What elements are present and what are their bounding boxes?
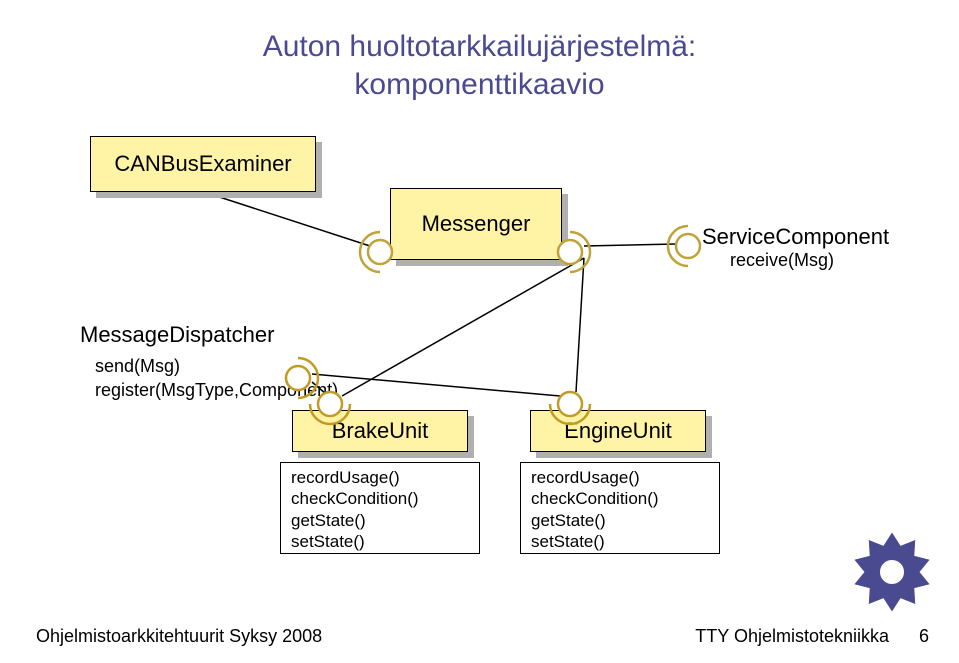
- engineunit-op: recordUsage(): [531, 467, 709, 488]
- engineunit-op: checkCondition(): [531, 488, 709, 509]
- servicecomponent-ops: receive(Msg): [730, 250, 834, 271]
- title-line1: Auton huoltotarkkailujärjestelmä:: [263, 30, 697, 63]
- brakeunit-component: BrakeUnit: [292, 410, 468, 452]
- messagedispatcher-op: register(MsgType,Component): [95, 378, 338, 402]
- brakeunit-op: getState(): [291, 510, 469, 531]
- servicecomponent-label: ServiceComponent: [702, 224, 889, 250]
- brakeunit-ops-box: recordUsage()checkCondition()getState()s…: [280, 462, 480, 554]
- brakeunit-op: setState(): [291, 531, 469, 552]
- brakeunit-op: checkCondition(): [291, 488, 469, 509]
- messagedispatcher-label: MessageDispatcher: [80, 322, 274, 348]
- engineunit-component: EngineUnit: [530, 410, 706, 452]
- engineunit-op: getState(): [531, 510, 709, 531]
- footer-right: TTY Ohjelmistotekniikka: [695, 626, 889, 647]
- brakeunit-op: recordUsage(): [291, 467, 469, 488]
- footer-left: Ohjelmistoarkkitehtuurit Syksy 2008: [36, 626, 322, 647]
- footer-page-number: 6: [919, 626, 929, 647]
- slide-stage: Auton huoltotarkkailujärjestelmä: kompone…: [0, 0, 959, 663]
- title-line2: komponenttikaavio: [354, 68, 604, 101]
- slide-title: Auton huoltotarkkailujärjestelmä: kompone…: [0, 28, 959, 103]
- engineunit-ops-box: recordUsage()checkCondition()getState()s…: [520, 462, 720, 554]
- messagedispatcher-ops: send(Msg)register(MsgType,Component): [95, 354, 338, 403]
- messagedispatcher-op: send(Msg): [95, 354, 338, 378]
- messenger-component: Messenger: [390, 188, 562, 260]
- gear-icon: [849, 529, 935, 615]
- engineunit-op: setState(): [531, 531, 709, 552]
- canbus-component: CANBusExaminer: [90, 136, 316, 192]
- servicecomponent-op: receive(Msg): [730, 250, 834, 271]
